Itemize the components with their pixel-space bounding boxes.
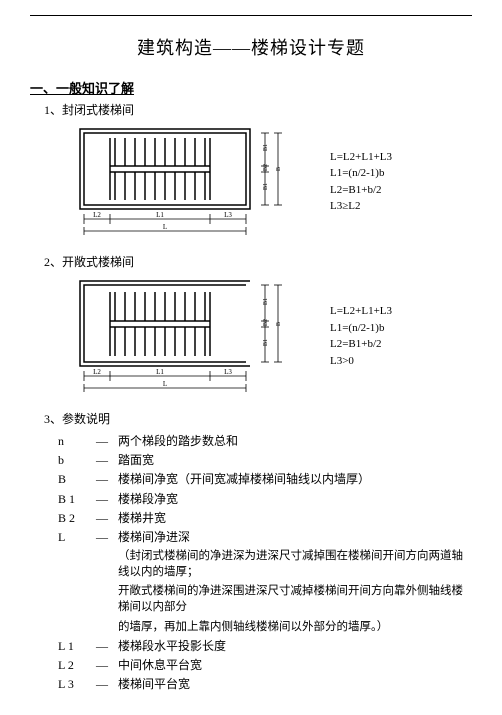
formula-line: L=L2+L1+L3 — [330, 303, 392, 320]
formula-line: L3≥L2 — [330, 198, 392, 215]
param-row: L 1—楼梯段水平投影长度 — [58, 638, 472, 654]
param-row: L 2—中间休息平台宽 — [58, 657, 472, 673]
param-list: n—两个梯段的踏步数总和 b—踏面宽 B—楼梯间净宽（开间宽减掉楼梯间轴线以内墙… — [58, 433, 472, 692]
param-row: n—两个梯段的踏步数总和 — [58, 433, 472, 449]
figure-1-svg: L2 L1 L3 L B1 B2 B1 B — [70, 124, 300, 239]
param-note: 开敞式楼梯间的净进深围进深尺寸减掉楼梯间开间方向靠外侧轴线楼梯间以内部分 — [118, 583, 472, 615]
page-title: 建筑构造——楼梯设计专题 — [30, 34, 472, 60]
dim-b1a: B1 — [263, 144, 269, 151]
dim2-b1a: B1 — [263, 298, 269, 305]
dim2-b2: B2 — [263, 319, 269, 326]
dim-l3: L3 — [224, 211, 232, 219]
dim-b1b: B1 — [263, 183, 269, 190]
dim2-b1b: B1 — [263, 339, 269, 346]
dim2-l1: L1 — [156, 368, 164, 376]
param-row: b—踏面宽 — [58, 452, 472, 468]
dim2-b: B — [276, 322, 282, 326]
subitem-3: 3、参数说明 — [44, 410, 472, 427]
figure-2-svg: L2 L1 L3 L B1 B2 B1 B — [70, 276, 300, 396]
formulas-2: L=L2+L1+L3 L1=(n/2-1)b L2=B1+b/2 L3>0 — [330, 303, 392, 369]
dim-l: L — [163, 223, 167, 231]
formula-line: L=L2+L1+L3 — [330, 149, 392, 166]
param-row: B—楼梯间净宽（开间宽减掉楼梯间轴线以内墙厚） — [58, 471, 472, 487]
dim-l2: L2 — [93, 211, 101, 219]
param-note: （封闭式楼梯间的净进深为进深尺寸减掉围在楼梯间开间方向两道轴线以内的墙厚； — [118, 548, 472, 580]
param-row: L 3—楼梯间平台宽 — [58, 676, 472, 692]
subitem-1: 1、封闭式楼梯间 — [44, 101, 472, 118]
param-row: B 2—楼梯井宽 — [58, 510, 472, 526]
formula-line: L2=B1+b/2 — [330, 182, 392, 199]
subitem-2: 2、开敞式楼梯间 — [44, 253, 472, 270]
dim2-l: L — [163, 380, 167, 388]
formula-line: L1=(n/2-1)b — [330, 320, 392, 337]
formula-line: L1=(n/2-1)b — [330, 165, 392, 182]
param-note: 的墙厚，再加上靠内侧轴线楼梯间以外部分的墙厚。） — [118, 619, 472, 635]
figure-2-block: L2 L1 L3 L B1 B2 B1 B L=L2+L1+L3 L1 — [70, 276, 472, 396]
formula-line: L3>0 — [330, 353, 392, 370]
dim-b2: B2 — [263, 164, 269, 171]
dim2-l2: L2 — [93, 368, 101, 376]
page-top-rule — [30, 15, 472, 16]
dim-l1: L1 — [156, 211, 164, 219]
param-row: B 1—楼梯段净宽 — [58, 491, 472, 507]
formula-line: L2=B1+b/2 — [330, 336, 392, 353]
figure-1-block: L2 L1 L3 L B1 B2 B1 B L=L2+L1+L3 L1 — [70, 124, 472, 239]
dim2-l3: L3 — [224, 368, 232, 376]
formulas-1: L=L2+L1+L3 L1=(n/2-1)b L2=B1+b/2 L3≥L2 — [330, 149, 392, 215]
param-row: L—楼梯间净进深 — [58, 529, 472, 545]
dim-b: B — [276, 167, 282, 171]
section-heading: 一、一般知识了解 — [30, 78, 472, 97]
